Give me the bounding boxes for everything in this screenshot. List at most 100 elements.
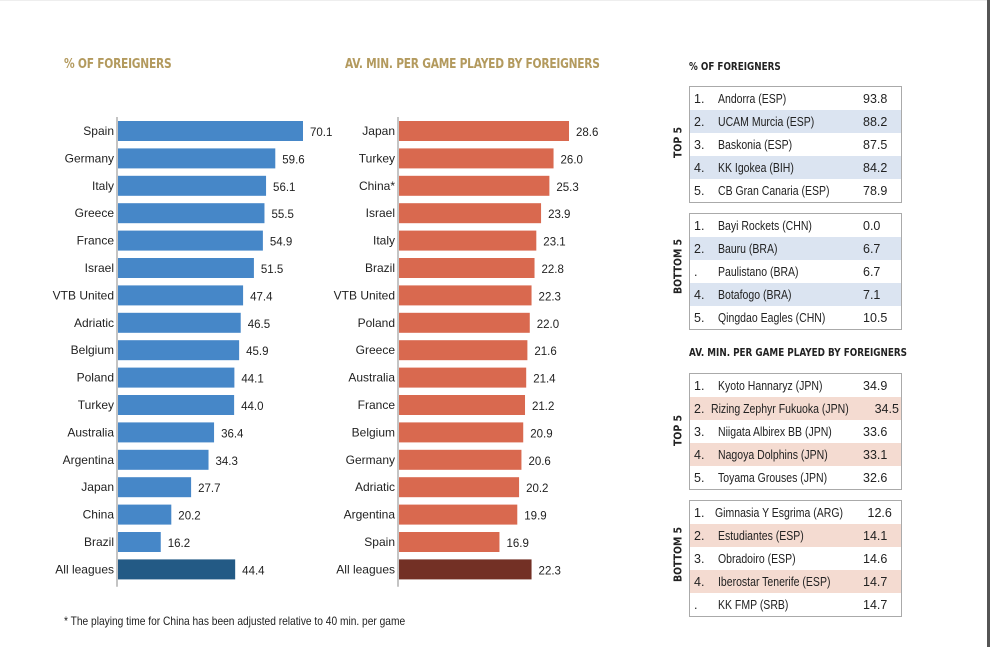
value-label: 21.6 bbox=[534, 346, 556, 358]
bar bbox=[399, 285, 532, 306]
rank-number: 3. bbox=[694, 551, 705, 566]
bar bbox=[399, 312, 530, 333]
rank-number: 4. bbox=[694, 447, 705, 462]
value-label: 23.1 bbox=[543, 237, 565, 249]
rank-number: 1. bbox=[694, 378, 705, 393]
team-value: 78.9 bbox=[863, 183, 888, 198]
category-label: Adriatic bbox=[355, 480, 395, 494]
category-label: Greece bbox=[75, 206, 115, 220]
category-label: Belgium bbox=[352, 425, 395, 439]
team-name: Botafogo (BRA) bbox=[718, 287, 792, 302]
team-name: UCAM Murcia (ESP) bbox=[718, 114, 815, 129]
page-right-edge bbox=[987, 0, 990, 647]
rank-number: 5. bbox=[694, 183, 705, 198]
team-value: 34.5 bbox=[874, 401, 899, 416]
bar bbox=[399, 477, 520, 498]
bar bbox=[118, 230, 263, 251]
rank-number: 3. bbox=[694, 424, 705, 439]
team-value: 10.5 bbox=[863, 310, 888, 325]
team-name: Paulistano (BRA) bbox=[718, 264, 799, 279]
table-row: 1. Bayi Rockets (CHN) 0.0 bbox=[690, 214, 901, 237]
table-row: 4. Botafogo (BRA) 7.1 bbox=[690, 283, 901, 306]
footnote: * The playing time for China has been ad… bbox=[64, 614, 406, 628]
team-name: KK Igokea (BIH) bbox=[718, 160, 794, 175]
bar bbox=[118, 395, 235, 415]
team-value: 34.9 bbox=[863, 378, 888, 393]
value-label: 25.3 bbox=[556, 182, 578, 194]
value-label: 47.4 bbox=[250, 291, 273, 303]
table-title-foreigners: % OF FOREIGNERS bbox=[689, 60, 781, 73]
value-label: 20.9 bbox=[530, 428, 552, 440]
team-value: 93.8 bbox=[863, 91, 888, 106]
table-row: 3. Baskonia (ESP) 87.5 bbox=[690, 133, 901, 156]
team-value: 7.1 bbox=[863, 287, 881, 302]
page-top-edge bbox=[0, 0, 987, 1]
category-label: Italy bbox=[92, 179, 114, 193]
category-label: Germany bbox=[346, 453, 395, 467]
value-label: 27.7 bbox=[198, 483, 220, 495]
team-name: Niigata Albirex BB (JPN) bbox=[718, 424, 832, 439]
category-label: Argentina bbox=[344, 508, 396, 522]
bar bbox=[399, 504, 518, 525]
team-name: CB Gran Canaria (ESP) bbox=[718, 183, 830, 198]
category-label: Spain bbox=[83, 124, 114, 138]
table-row: 2. Estudiantes (ESP) 14.1 bbox=[690, 524, 901, 547]
rank-number: . bbox=[694, 264, 698, 279]
rank-number: 5. bbox=[694, 470, 705, 485]
table-row: 2. UCAM Murcia (ESP) 88.2 bbox=[690, 110, 901, 133]
rank-number: 4. bbox=[694, 287, 705, 302]
table-foreigners-top5: 1. Andorra (ESP) 93.8 2. UCAM Murcia (ESP) 88… bbox=[689, 86, 902, 203]
rank-number: 2. bbox=[694, 241, 705, 256]
value-label: 44.4 bbox=[242, 565, 265, 577]
value-label: 16.2 bbox=[168, 538, 190, 550]
bar bbox=[399, 395, 526, 415]
rank-number: . bbox=[694, 597, 698, 612]
table-row: 5. Toyama Grouses (JPN) 32.6 bbox=[690, 466, 901, 489]
category-label: Germany bbox=[65, 151, 114, 165]
team-value: 14.1 bbox=[863, 528, 888, 543]
category-label: Brazil bbox=[84, 535, 114, 549]
table-minutes-bottom5: 1. Gimnasia Y Esgrima (ARG) 12.6 2. Estudian… bbox=[689, 500, 902, 617]
category-label: Turkey bbox=[78, 398, 114, 412]
rank-number: 2. bbox=[694, 114, 705, 129]
team-name: Toyama Grouses (JPN) bbox=[718, 470, 828, 485]
rank-number: 3. bbox=[694, 137, 705, 152]
bar bbox=[399, 449, 522, 470]
team-value: 14.7 bbox=[863, 574, 888, 589]
table-row: 4. Nagoya Dolphins (JPN) 33.1 bbox=[690, 443, 901, 466]
bar bbox=[399, 367, 527, 388]
bar bbox=[118, 203, 265, 224]
team-value: 6.7 bbox=[863, 264, 881, 279]
table-row: 1. Andorra (ESP) 93.8 bbox=[690, 87, 901, 110]
bar bbox=[118, 121, 303, 141]
category-label: France bbox=[358, 398, 396, 412]
team-name: Estudiantes (ESP) bbox=[718, 528, 804, 543]
value-label: 54.9 bbox=[270, 237, 292, 249]
category-label: Argentina bbox=[63, 453, 115, 467]
bar bbox=[118, 285, 244, 306]
category-label: France bbox=[77, 234, 115, 248]
bar bbox=[118, 449, 209, 470]
team-value: 14.7 bbox=[863, 597, 888, 612]
team-name: KK FMP (SRB) bbox=[718, 597, 789, 612]
value-label: 59.6 bbox=[282, 154, 304, 166]
bar bbox=[118, 504, 172, 525]
table-foreigners-bottom5: 1. Bayi Rockets (CHN) 0.0 2. Bauru (BRA) 6.7.… bbox=[689, 213, 902, 330]
value-label: 34.3 bbox=[216, 456, 238, 468]
team-value: 12.6 bbox=[867, 505, 892, 520]
bar bbox=[399, 230, 537, 251]
rank-number: 5. bbox=[694, 310, 705, 325]
team-name: Gimnasia Y Esgrima (ARG) bbox=[715, 505, 844, 520]
bar bbox=[399, 175, 550, 196]
value-label: 56.1 bbox=[273, 182, 295, 194]
value-label: 20.6 bbox=[528, 456, 550, 468]
team-name: Iberostar Tenerife (ESP) bbox=[718, 574, 831, 589]
bottom5-label-foreigners: BOTTOM 5 bbox=[671, 238, 685, 295]
rank-number: 1. bbox=[694, 218, 705, 233]
bar bbox=[399, 121, 569, 141]
bar bbox=[399, 258, 535, 278]
rank-number: 1. bbox=[694, 505, 705, 520]
category-label: Belgium bbox=[71, 343, 114, 357]
team-name: Bayi Rockets (CHN) bbox=[718, 218, 812, 233]
value-label: 28.6 bbox=[576, 127, 598, 139]
